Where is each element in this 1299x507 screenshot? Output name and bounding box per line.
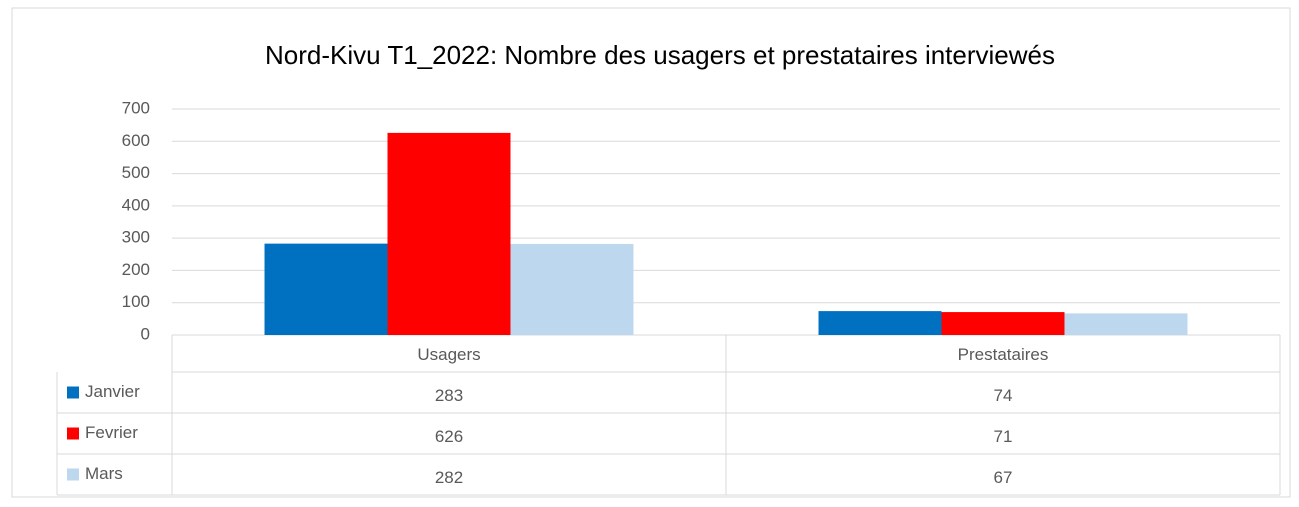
y-tick-label: 400	[122, 195, 150, 214]
legend-label: Fevrier	[85, 423, 138, 442]
table-value: 67	[994, 468, 1013, 487]
table-value: 74	[994, 386, 1013, 405]
y-tick-label: 500	[122, 163, 150, 182]
bar	[941, 312, 1065, 335]
table-value: 71	[994, 427, 1013, 446]
table-value: 282	[435, 468, 463, 487]
bar	[510, 243, 634, 335]
table-value: 283	[435, 386, 463, 405]
bar	[264, 243, 388, 335]
y-tick-label: 700	[122, 98, 150, 117]
x-tick-label: Usagers	[417, 345, 480, 364]
y-tick-label: 600	[122, 131, 150, 150]
bar	[818, 311, 942, 335]
legend-label: Janvier	[85, 382, 140, 401]
chart-border	[11, 7, 1291, 498]
legend-label: Mars	[85, 464, 123, 483]
x-tick-label: Prestataires	[958, 345, 1049, 364]
bar	[387, 132, 511, 335]
legend-swatch	[67, 386, 79, 399]
y-tick-label: 100	[122, 292, 150, 311]
legend-swatch	[67, 468, 79, 481]
chart-title: Nord-Kivu T1_2022: Nombre des usagers et…	[265, 40, 1055, 70]
table-value: 626	[435, 427, 463, 446]
y-tick-label: 300	[122, 228, 150, 247]
legend-swatch	[67, 427, 79, 440]
y-tick-label: 200	[122, 260, 150, 279]
y-tick-label: 0	[141, 324, 150, 343]
bar	[1064, 313, 1188, 335]
